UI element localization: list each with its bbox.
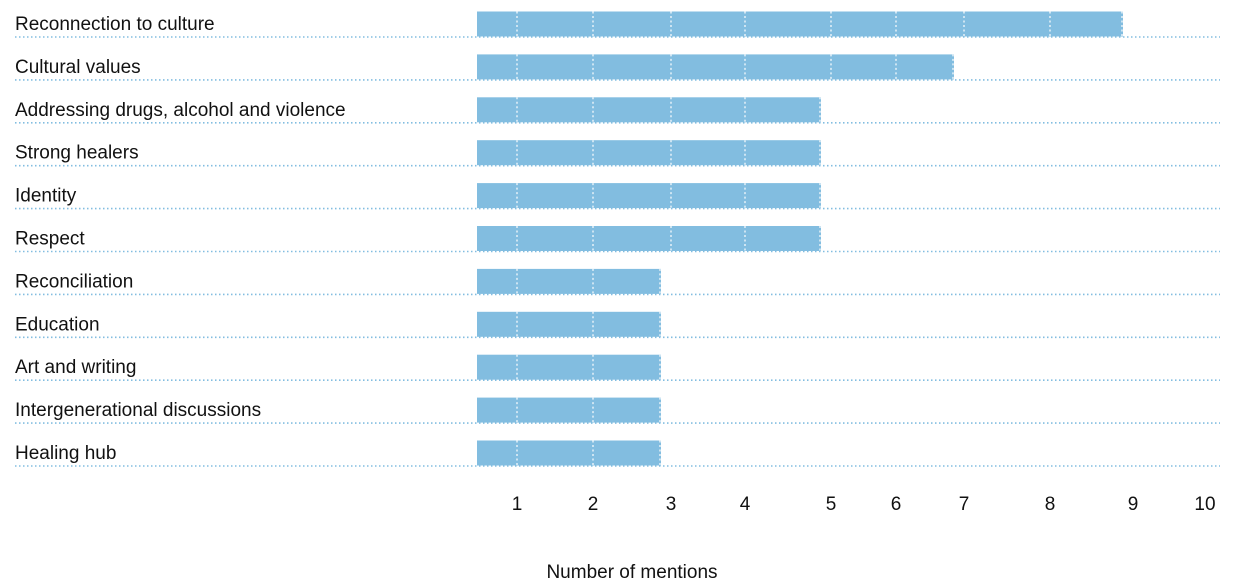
category-label: Healing hub [15,443,116,464]
x-tick-label: 1 [512,494,523,515]
bar-row: Respect [15,226,1220,253]
category-label: Cultural values [15,57,141,78]
bar-row: Reconciliation [15,268,1220,296]
bar [477,183,821,209]
bar-row: Cultural values [15,54,1220,81]
x-tick-label: 8 [1045,494,1056,515]
bar [477,354,661,380]
category-label: Addressing drugs, alcohol and violence [15,100,346,121]
bar [477,54,954,80]
x-tick-label: 10 [1194,494,1215,515]
bar-row: Education [15,311,1220,339]
bar-row: Intergenerational discussions [15,397,1220,424]
x-tick-label: 5 [826,494,837,515]
bar [477,397,661,423]
bar [477,226,821,251]
chart-rows: Reconnection to culture Cultural values Ad… [15,11,1220,467]
bar [477,311,661,337]
x-axis-ticks: 1 2 3 4 5 6 7 8 9 10 [512,494,1216,515]
category-label: Identity [15,186,77,207]
x-tick-label: 7 [959,494,970,515]
x-tick-label: 9 [1128,494,1139,515]
bar-row: Art and writing [15,354,1220,382]
category-label: Education [15,314,100,335]
bar [477,97,821,123]
bar [477,440,661,466]
bar-row: Identity [15,183,1220,210]
x-tick-label: 4 [740,494,751,515]
x-tick-label: 3 [666,494,677,515]
category-label: Respect [15,229,85,250]
x-tick-label: 6 [891,494,902,515]
bar [477,268,661,294]
bar-row: Addressing drugs, alcohol and violence [15,97,1220,124]
x-axis-title: Number of mentions [546,562,717,583]
category-label: Reconciliation [15,271,133,292]
category-label: Strong healers [15,143,139,164]
category-label: Reconnection to culture [15,14,215,35]
bar [477,11,1123,37]
bar-row: Healing hub [15,440,1220,467]
category-label: Art and writing [15,357,136,378]
bar-row: Strong healers [15,140,1220,167]
bar [477,140,821,166]
x-tick-label: 2 [588,494,599,515]
bar-row: Reconnection to culture [15,11,1220,38]
category-label: Intergenerational discussions [15,400,261,421]
